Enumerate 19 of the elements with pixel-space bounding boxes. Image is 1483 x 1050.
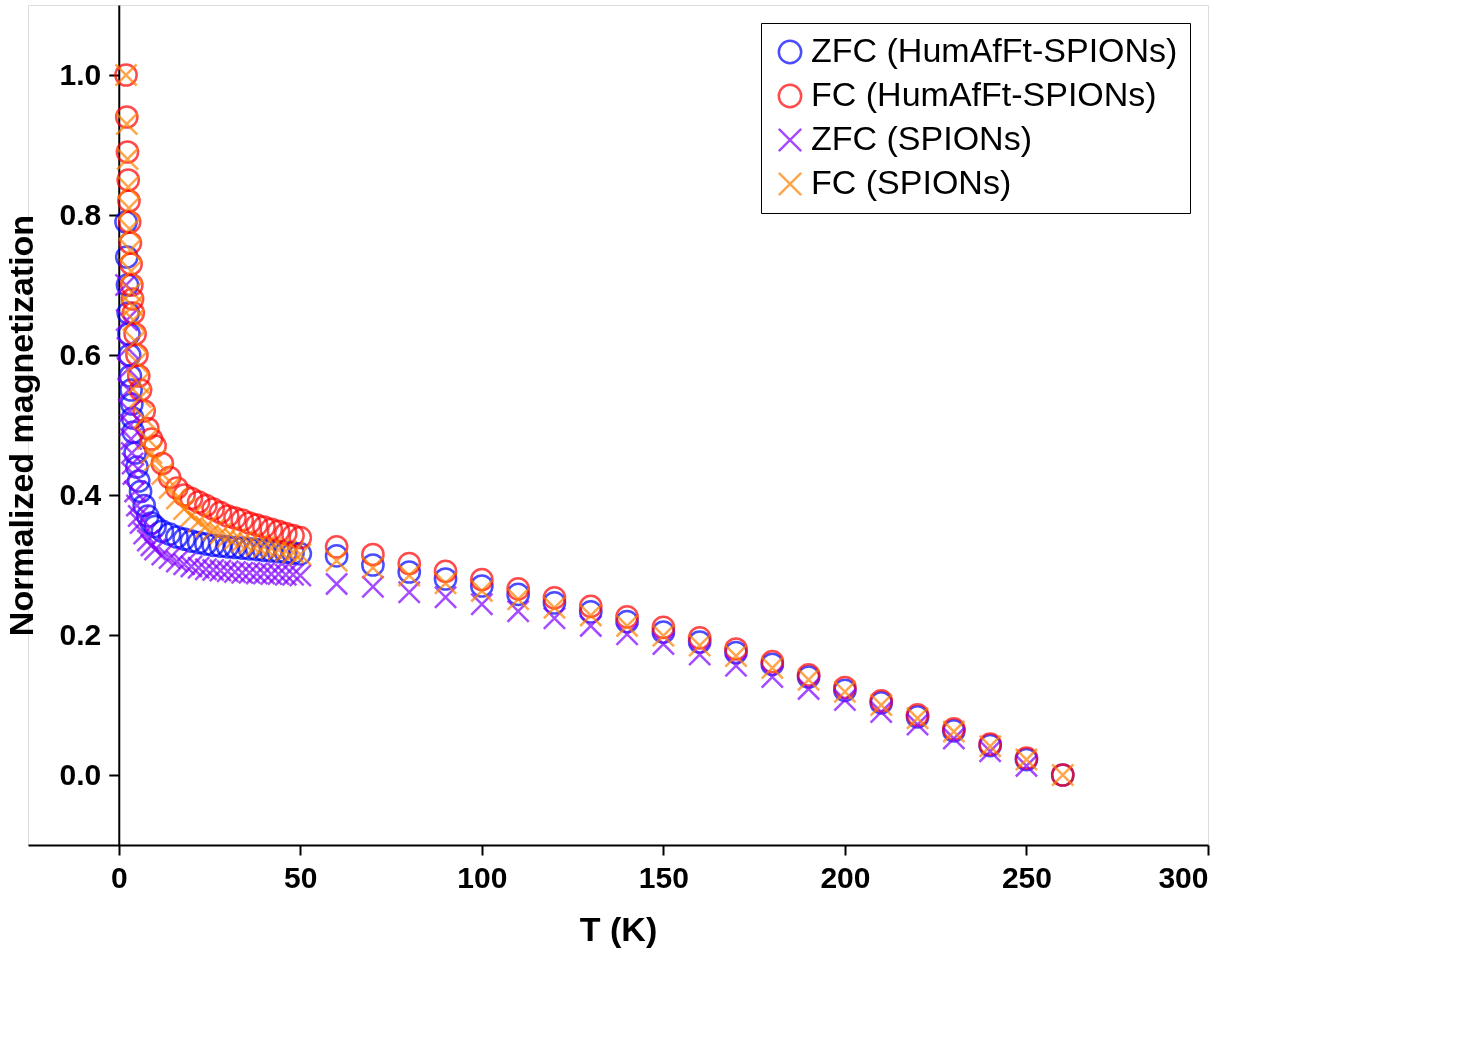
- y-tick-label: 0.0: [59, 757, 102, 791]
- y-tick-label: 0.4: [59, 477, 102, 511]
- y-tick-label: 1.0: [59, 57, 102, 91]
- x-tick-label: 300: [1158, 860, 1209, 894]
- x-tick-label: 150: [638, 860, 689, 894]
- y-axis-title: Normalized magnetization: [1, 214, 40, 637]
- x-tick-label: 200: [820, 860, 871, 894]
- y-tick-label: 0.2: [59, 617, 102, 651]
- legend-label: FC (SPIONs): [811, 163, 1012, 201]
- y-tick-label: 0.8: [59, 197, 102, 231]
- x-tick-label: 50: [284, 860, 318, 894]
- legend-label: FC (HumAfFt-SPIONs): [811, 75, 1157, 113]
- x-tick-label: 250: [1001, 860, 1052, 894]
- x-tick-label: 100: [457, 860, 508, 894]
- x-axis-title: T (K): [579, 909, 658, 948]
- legend-label: ZFC (SPIONs): [811, 119, 1032, 157]
- y-tick-label: 0.6: [59, 337, 102, 371]
- x-tick-label: 0: [110, 860, 128, 894]
- legend-label: ZFC (HumAfFt-SPIONs): [811, 31, 1178, 69]
